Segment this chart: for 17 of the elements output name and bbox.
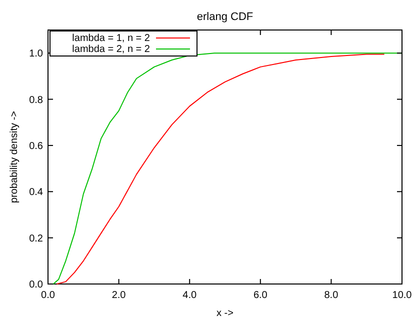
y-tick-label: 0.0 (29, 280, 44, 290)
chart-title: erlang CDF (196, 11, 254, 23)
x-tick-label: 8.0 (324, 290, 339, 301)
x-tick-label: 4.0 (182, 290, 197, 301)
x-tick-label: 6.0 (253, 290, 268, 301)
y-tick-label: 0.6 (29, 140, 44, 152)
legend-label: lambda = 2, n = 2 (72, 44, 150, 55)
y-tick-label: 0.4 (29, 187, 44, 198)
legend-label: lambda = 1, n = 2 (72, 33, 150, 44)
y-tick-label: 0.8 (29, 94, 44, 106)
y-tick-label: 0.2 (29, 233, 44, 244)
x-tick-label: 10.0 (392, 290, 412, 301)
y-axis-title: probability density -> (9, 110, 20, 203)
y-tick-label: 1.0 (29, 48, 44, 60)
x-tick-label: 2.0 (112, 290, 126, 301)
x-axis-title: x -> (216, 308, 234, 319)
x-tick-label: 0.0 (41, 290, 56, 301)
